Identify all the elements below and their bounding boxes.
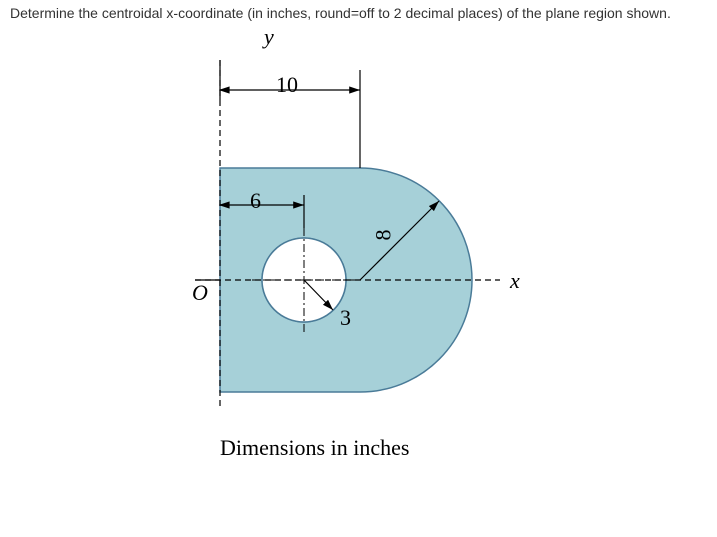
- dim-3-label: 3: [340, 305, 351, 331]
- diagram-svg: [140, 30, 560, 470]
- diagram-area: y x O 10 6 8 3 Dimensions in inches: [140, 30, 560, 475]
- dim-6-label: 6: [250, 188, 261, 214]
- x-axis-label: x: [510, 268, 520, 294]
- y-axis-label: y: [264, 24, 274, 50]
- dim-10-label: 10: [276, 72, 298, 98]
- problem-figure: Determine the centroidal x-coordinate (i…: [0, 0, 717, 537]
- caption-text: Dimensions in inches: [220, 435, 409, 461]
- origin-label: O: [192, 280, 208, 306]
- problem-statement: Determine the centroidal x-coordinate (i…: [10, 5, 671, 21]
- dim-8-label: 8: [371, 230, 397, 241]
